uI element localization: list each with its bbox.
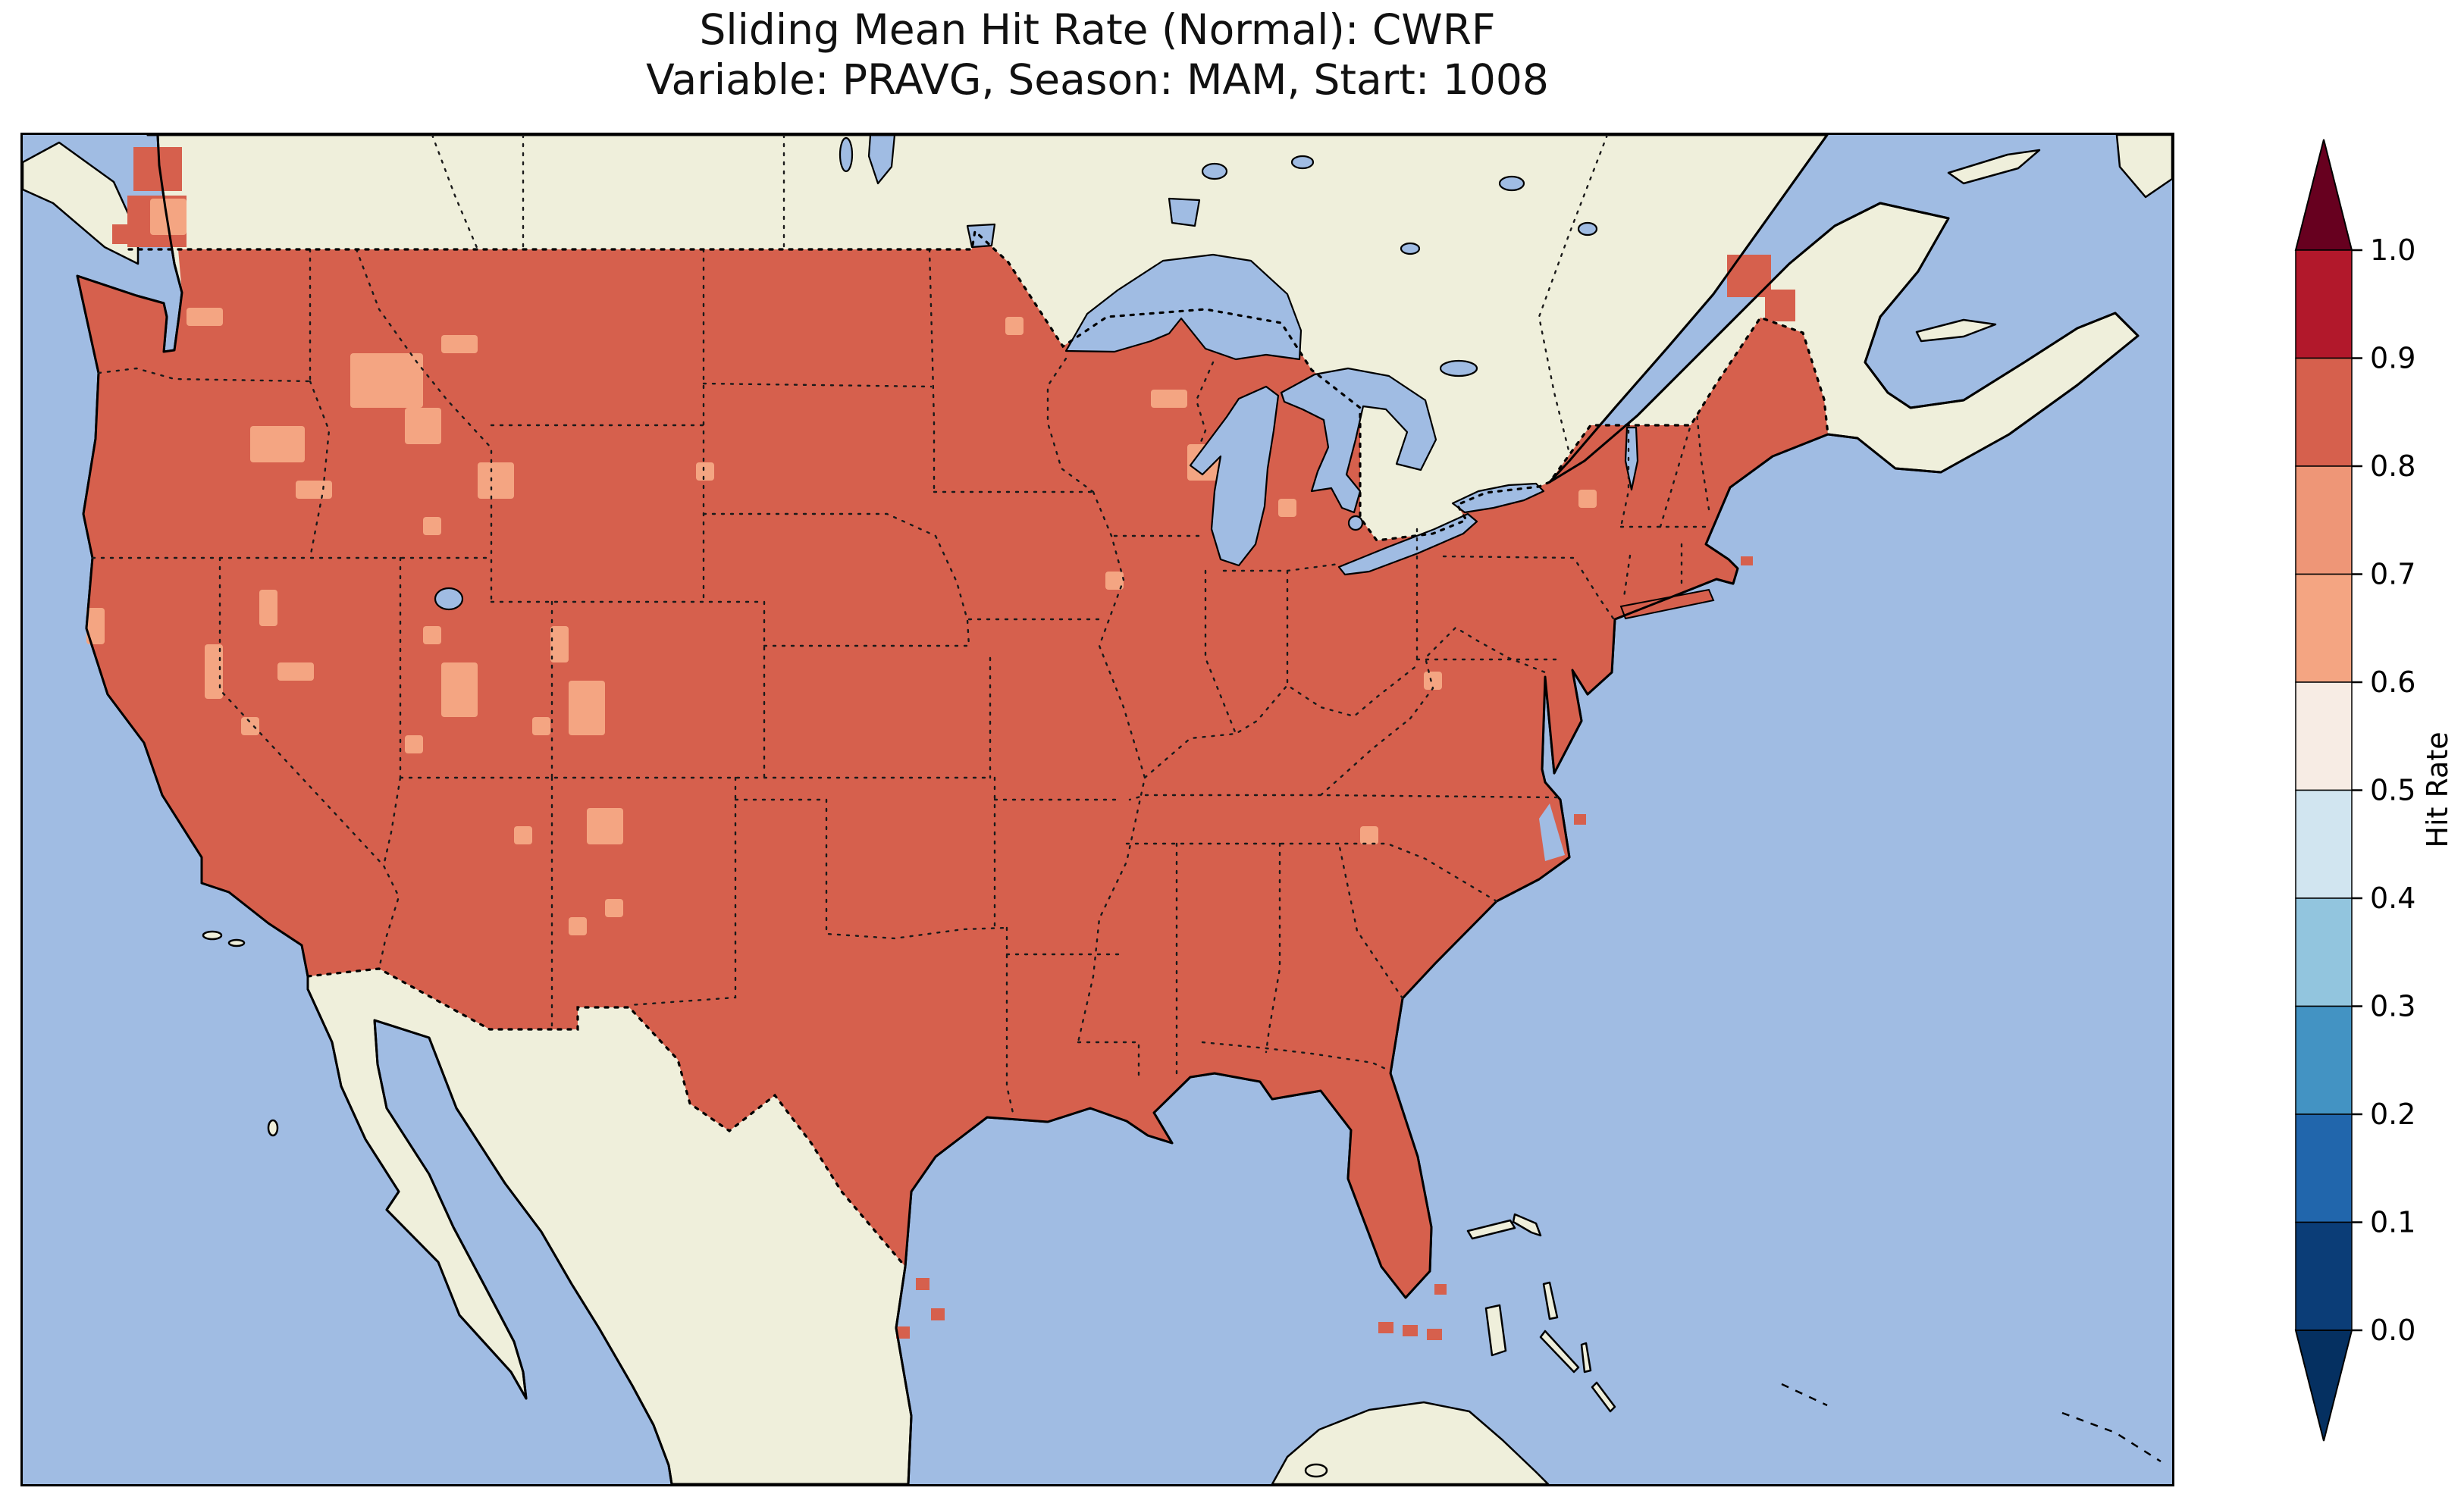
guadalupe-island [267, 1119, 279, 1137]
figure-title: Sliding Mean Hit Rate (Normal): CWRF [699, 5, 1496, 54]
colorbar-tick-label: 0.4 [2370, 882, 2415, 915]
colorbar-bin [2295, 1113, 2353, 1223]
colorbar-tick-label: 0.5 [2370, 774, 2415, 807]
great-salt-lake [434, 587, 464, 611]
eleuthera [1542, 1281, 1559, 1320]
exuma-cays [1539, 1330, 1580, 1373]
canadian-lake [1498, 175, 1525, 192]
colorbar-bin [2295, 1005, 2353, 1115]
channel-island [202, 930, 223, 941]
colorbar-bin [2295, 789, 2353, 899]
colorbar-bin [2295, 465, 2353, 575]
prince-edward-island [1915, 318, 1997, 343]
colorbar-tick-label: 0.8 [2370, 449, 2415, 483]
canadian-lake [1577, 221, 1598, 236]
canadian-lake [1290, 155, 1315, 170]
lake-ontario [1451, 482, 1545, 514]
hit-rate-axis-label: Hit Rate [2421, 731, 2454, 847]
colorbar: 1.0 0.9 0.8 0.7 0.6 0.5 0.4 0.3 0.2 0.1 … [2294, 139, 2454, 1442]
lake-michigan [1189, 385, 1280, 567]
caribbean-islands [1271, 1213, 1616, 1484]
long-island-bahamas [1591, 1381, 1616, 1413]
lake-nipissing [1439, 359, 1478, 377]
cuba [1271, 1401, 1550, 1484]
colorbar-bin [2295, 681, 2353, 791]
lake-nipigon [1168, 197, 1201, 227]
lake-huron [1280, 367, 1437, 514]
colorbar-bin [2295, 249, 2353, 359]
cat-island [1580, 1342, 1592, 1373]
colorbar-tick-label: 0.0 [2370, 1314, 2415, 1347]
colorbar-bin [2295, 357, 2353, 467]
abaco [1512, 1213, 1542, 1237]
colorbar-extend-top [2294, 139, 2353, 251]
canadian-lake [1400, 242, 1421, 255]
country-borders [127, 228, 1829, 1268]
colorbar-tick-label: 0.2 [2370, 1098, 2415, 1131]
state-borders [91, 135, 1713, 1114]
lake-manitoba [839, 136, 854, 173]
conus-map-svg [23, 135, 2172, 1484]
colorbar-bin [2295, 1221, 2353, 1331]
colorbar-bin [2295, 573, 2353, 683]
map-axes [20, 133, 2174, 1486]
cay-chain-lines [1781, 1383, 2161, 1463]
vancouver-island [23, 141, 140, 265]
colorbar-ticks [2352, 249, 2362, 1332]
coastline [76, 135, 2140, 1484]
anticosti-island [1947, 149, 2041, 185]
colorbar-tick-label: 0.3 [2370, 990, 2415, 1023]
islands [23, 135, 2172, 1137]
colorbar-tick-label: 0.9 [2370, 342, 2415, 375]
colorbar-tick-label: 0.6 [2370, 666, 2415, 699]
lake-winnipeg [867, 135, 896, 185]
figure-subtitle: Variable: PRAVG, Season: MAM, Start: 100… [646, 55, 1549, 104]
grand-bahama [1466, 1219, 1516, 1240]
great-lakes [434, 135, 1639, 611]
us-hit-rate-region [77, 231, 1828, 1298]
channel-island [227, 938, 246, 947]
colorbar-tick-label: 1.0 [2370, 233, 2415, 267]
colorbar-tick-label: 0.1 [2370, 1206, 2415, 1239]
colorbar-extend-bottom [2294, 1330, 2353, 1442]
colorbar-tick-label: 0.7 [2370, 558, 2415, 591]
lake-superior [1064, 253, 1303, 361]
andros [1484, 1304, 1507, 1357]
colorbar-bin [2295, 897, 2353, 1007]
canadian-lake [1201, 162, 1228, 180]
pamlico-sound [1539, 803, 1565, 861]
lake-st-clair [1347, 515, 1364, 531]
isle-of-youth [1304, 1463, 1328, 1478]
newfoundland [2115, 135, 2172, 199]
lake-champlain [1624, 426, 1639, 491]
